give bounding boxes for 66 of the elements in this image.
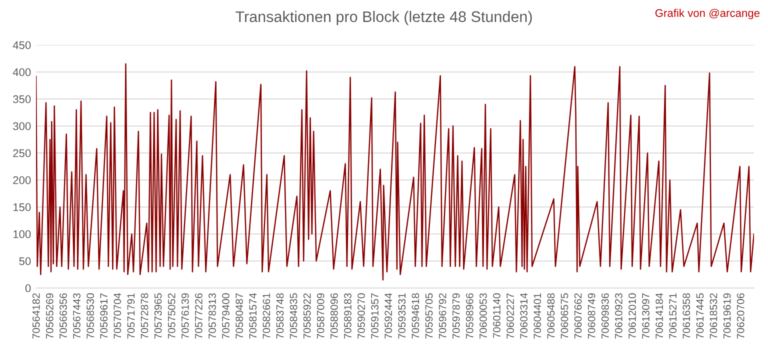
- x-tick-label: 70588096: [330, 293, 338, 339]
- x-tick-label: 70571791: [127, 293, 135, 339]
- x-tick-label: 70620706: [736, 293, 744, 339]
- x-tick-label: 70604401: [534, 293, 542, 339]
- x-tick-label: 70619619: [723, 293, 731, 339]
- x-tick-label: 70593531: [398, 293, 406, 339]
- x-tick-label: 70601140: [493, 293, 500, 338]
- x-tick-label: 70578313: [208, 293, 216, 339]
- x-tick-label: 70564182: [32, 293, 40, 339]
- y-tick-label: 200: [13, 176, 31, 184]
- x-tick-label: 70617445: [696, 293, 704, 339]
- x-tick-label: 70568530: [86, 293, 94, 339]
- x-tick-label: 70618532: [710, 293, 718, 339]
- chart-title: Transaktionen pro Block (letzte 48 Stunden): [236, 10, 532, 26]
- x-tick-label: 70616358: [682, 293, 690, 339]
- x-tick-label: 70579400: [222, 293, 230, 339]
- y-tick-label: 50: [19, 257, 31, 266]
- x-tick-label: 70567443: [73, 293, 80, 339]
- y-tick-label: 300: [13, 122, 31, 130]
- x-tick-label: 70587009: [316, 293, 324, 339]
- x-tick-label: 70569617: [100, 293, 108, 339]
- x-tick-label: 70570704: [114, 293, 122, 339]
- x-tick-label: 70573965: [154, 293, 162, 339]
- x-tick-label: 70590270: [358, 293, 365, 339]
- x-tick-label: 70612010: [628, 293, 636, 339]
- y-tick-label: 250: [13, 149, 31, 158]
- x-tick-label: 70600053: [480, 293, 487, 339]
- x-tick-label: 70602227: [506, 293, 514, 339]
- x-tick-label: 70577226: [195, 293, 202, 339]
- x-tick-label: 70613097: [642, 293, 650, 339]
- x-tick-label: 70566356: [60, 293, 67, 339]
- x-tick-label: 70583748: [276, 293, 284, 339]
- x-tick-label: 70585922: [303, 293, 311, 339]
- x-tick-label: 70582661: [262, 293, 270, 339]
- x-tick-label: 70598966: [466, 293, 474, 339]
- x-tick-label: 70575052: [168, 293, 176, 339]
- x-tick-label: 70596792: [438, 293, 446, 339]
- x-tick-label: 70565269: [46, 293, 54, 339]
- x-tick-label: 70576139: [181, 293, 189, 339]
- x-tick-label: 70614184: [656, 293, 663, 339]
- x-tick-label: 70592444: [384, 293, 392, 339]
- x-tick-label: 70572878: [140, 293, 148, 339]
- x-tick-label: 70607662: [574, 293, 582, 339]
- x-tick-label: 70581574: [249, 293, 257, 339]
- x-tick-label: 70589183: [344, 293, 352, 339]
- line-series: [36, 63, 754, 281]
- x-tick-label: 70594618: [412, 293, 420, 339]
- x-tick-label: 70597879: [452, 293, 460, 339]
- x-tick-label: 70595705: [425, 293, 433, 339]
- y-tick-label: 400: [12, 68, 31, 76]
- text: Grafik von @arcange: [655, 8, 760, 20]
- y-tick-label: 150: [13, 203, 31, 212]
- x-tick-label: 70615271: [669, 293, 677, 339]
- x-tick-label: 70580487: [236, 293, 244, 339]
- x-tick-label: 70584835: [290, 293, 298, 339]
- x-tick-label: 70609836: [601, 293, 609, 339]
- y-tick-label: 100: [13, 230, 31, 238]
- x-tick-label: 70608749: [588, 293, 596, 339]
- x-tick-label: 70591357: [371, 293, 379, 339]
- x-tick-label: 70610923: [614, 293, 622, 339]
- x-tick-label: 70603314: [520, 293, 528, 339]
- y-tick-label: 450: [12, 41, 31, 50]
- x-tick-label: 70605488: [547, 293, 555, 339]
- x-tick-label: 70606575: [560, 293, 568, 339]
- y-tick-label: 0: [25, 284, 31, 292]
- y-tick-label: 350: [13, 95, 31, 104]
